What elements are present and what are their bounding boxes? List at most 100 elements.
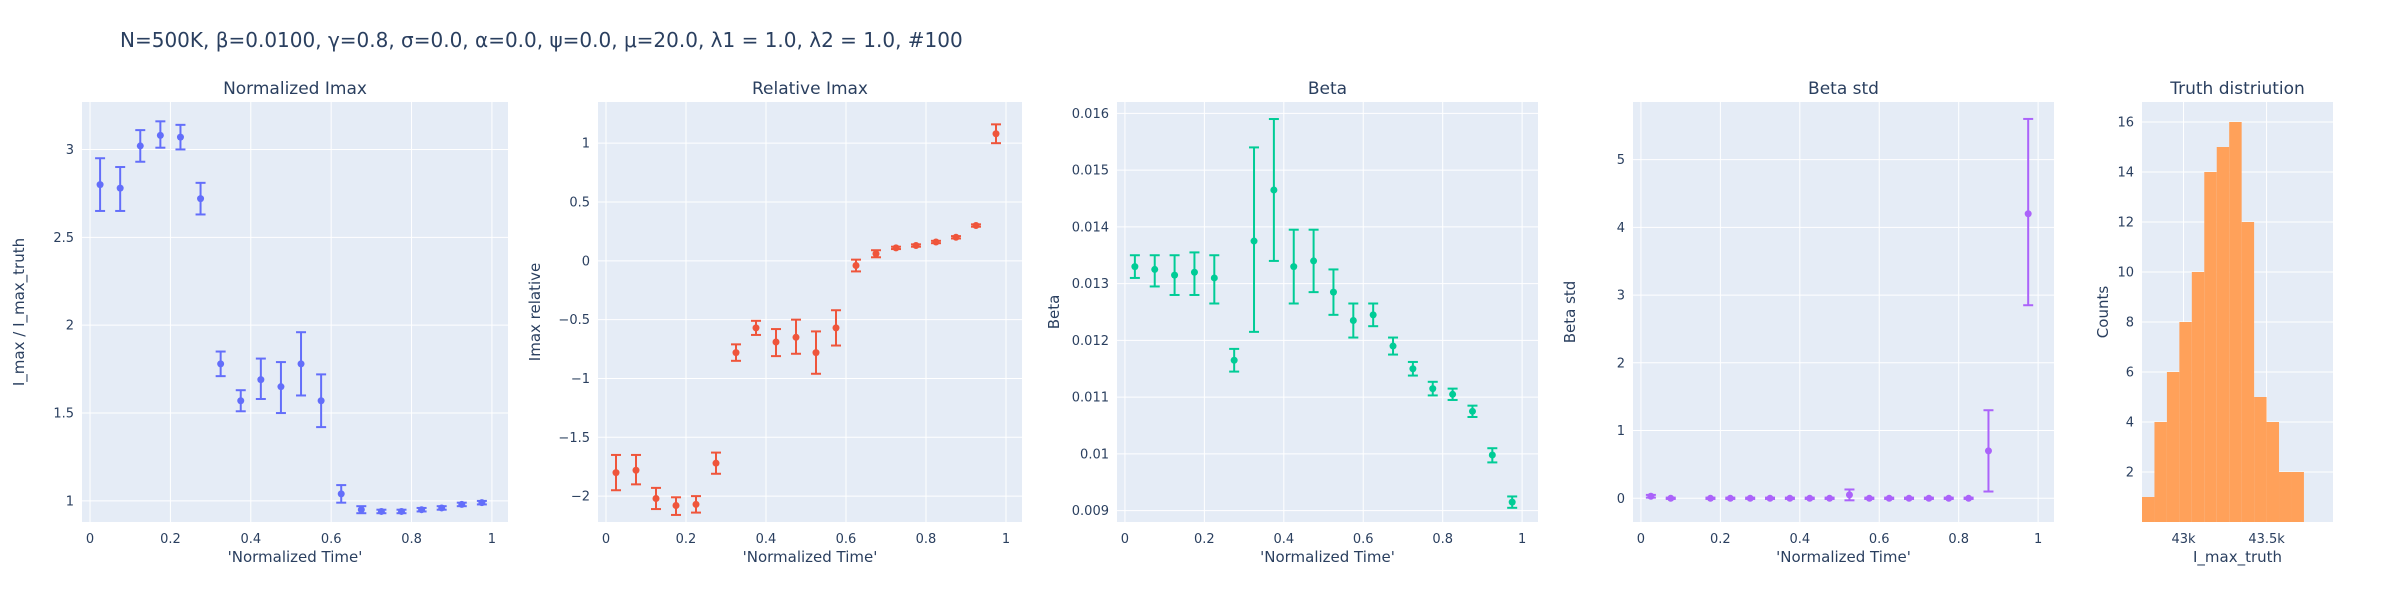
- data-point-group: [135, 129, 146, 163]
- data-point-group: [1844, 488, 1855, 502]
- data-point-group: [651, 486, 661, 511]
- data-point-group: [476, 499, 487, 507]
- data-point: [377, 507, 385, 515]
- data-point-group: [1804, 494, 1815, 502]
- data-point-group: [1288, 228, 1299, 305]
- data-point: [257, 376, 265, 384]
- data-point-group: [1864, 494, 1875, 502]
- x-tick-label: 0: [602, 532, 610, 547]
- data-point: [136, 142, 144, 150]
- data-point: [712, 459, 720, 467]
- y-tick-label: 5: [1617, 153, 1625, 168]
- x-tick-label: 0: [1121, 532, 1129, 547]
- data-point: [752, 324, 760, 332]
- data-point-group: [1963, 494, 1974, 502]
- data-point: [1270, 186, 1278, 194]
- x-tick-label: 0.8: [401, 532, 422, 547]
- x-tick-label: 0.8: [1948, 532, 1969, 547]
- data-point-group: [115, 166, 126, 212]
- x-axis-label: 'Normalized Time': [228, 548, 363, 566]
- data-point-group: [1487, 447, 1498, 464]
- data-point-group: [175, 123, 186, 151]
- data-point: [772, 338, 780, 346]
- data-point-group: [631, 453, 641, 486]
- data-point-group: [1467, 404, 1478, 418]
- data-point: [1806, 494, 1814, 502]
- data-point: [176, 133, 184, 141]
- data-point-group: [1129, 254, 1140, 279]
- histogram-bar: [2204, 172, 2217, 522]
- data-point-group: [255, 357, 266, 400]
- x-tick-label: 43k: [2171, 532, 2196, 547]
- data-point-group: [1209, 254, 1220, 305]
- data-point: [1210, 274, 1218, 282]
- x-tick-label: 0.2: [1710, 532, 1731, 547]
- y-tick-label: 1: [66, 494, 74, 509]
- data-point-group: [1249, 146, 1260, 333]
- histogram-bar: [2154, 422, 2167, 522]
- data-point-group: [771, 328, 781, 358]
- chart-panel-3: [1117, 102, 1538, 522]
- x-tick-label: 0.4: [1789, 532, 1810, 547]
- histogram-bar: [2142, 497, 2155, 522]
- data-point: [217, 360, 225, 368]
- data-point-group: [951, 233, 961, 241]
- plot-area: [1633, 102, 2054, 522]
- y-tick-label: 0.015: [1072, 164, 1109, 179]
- y-tick-label: 0.012: [1072, 334, 1109, 349]
- y-tick-label: 16: [2117, 116, 2134, 131]
- data-point-group: [751, 319, 761, 336]
- y-tick-label: 8: [2126, 316, 2134, 331]
- y-tick-label: 2: [1617, 356, 1625, 371]
- x-tick-label: 0.2: [160, 532, 181, 547]
- y-axis-label: Beta std: [1561, 281, 1579, 344]
- data-point: [832, 324, 840, 332]
- histogram-bar: [2266, 422, 2280, 522]
- data-point: [1131, 263, 1139, 271]
- data-point: [458, 500, 466, 508]
- y-tick-label: −1: [571, 372, 590, 387]
- x-tick-label: 0.4: [1273, 532, 1294, 547]
- y-tick-label: 12: [2117, 216, 2134, 231]
- histogram-bar: [2191, 272, 2205, 522]
- data-point-group: [275, 361, 286, 415]
- data-point: [156, 131, 164, 139]
- data-point-group: [1427, 380, 1438, 397]
- data-point: [732, 349, 740, 357]
- data-point: [1984, 447, 1992, 455]
- data-point-group: [671, 496, 681, 516]
- data-point-group: [155, 120, 166, 149]
- histogram-bar: [2166, 372, 2180, 522]
- data-point-group: [1983, 409, 1994, 493]
- x-tick-label: 0.8: [916, 532, 937, 547]
- data-point-group: [356, 505, 367, 515]
- data-point: [872, 250, 880, 258]
- data-point-group: [1308, 228, 1319, 294]
- data-point-group: [891, 244, 901, 252]
- data-point: [418, 506, 426, 514]
- data-point: [1706, 494, 1714, 502]
- histogram-bar: [2216, 147, 2230, 522]
- chart-panel-2: [598, 102, 1022, 522]
- x-tick-label: 43.5k: [2248, 532, 2285, 547]
- data-point: [237, 397, 245, 405]
- y-tick-label: −0.5: [558, 313, 590, 328]
- data-point-group: [376, 507, 387, 515]
- data-point: [1468, 407, 1476, 415]
- data-point: [438, 504, 446, 512]
- x-tick-label: 0: [1637, 532, 1645, 547]
- chart-title: Relative Imax: [752, 79, 868, 99]
- y-tick-label: 1.5: [53, 407, 74, 422]
- data-point-group: [871, 249, 881, 259]
- data-point: [1826, 494, 1834, 502]
- data-point: [632, 466, 640, 474]
- data-point: [197, 195, 205, 203]
- x-tick-label: 1: [2034, 532, 2042, 547]
- y-tick-label: −1.5: [558, 431, 590, 446]
- data-point: [672, 502, 680, 510]
- data-point-group: [1229, 347, 1240, 373]
- data-point-group: [1169, 254, 1180, 296]
- data-point-group: [971, 222, 981, 230]
- data-point-group: [1824, 494, 1835, 502]
- data-point: [852, 262, 860, 270]
